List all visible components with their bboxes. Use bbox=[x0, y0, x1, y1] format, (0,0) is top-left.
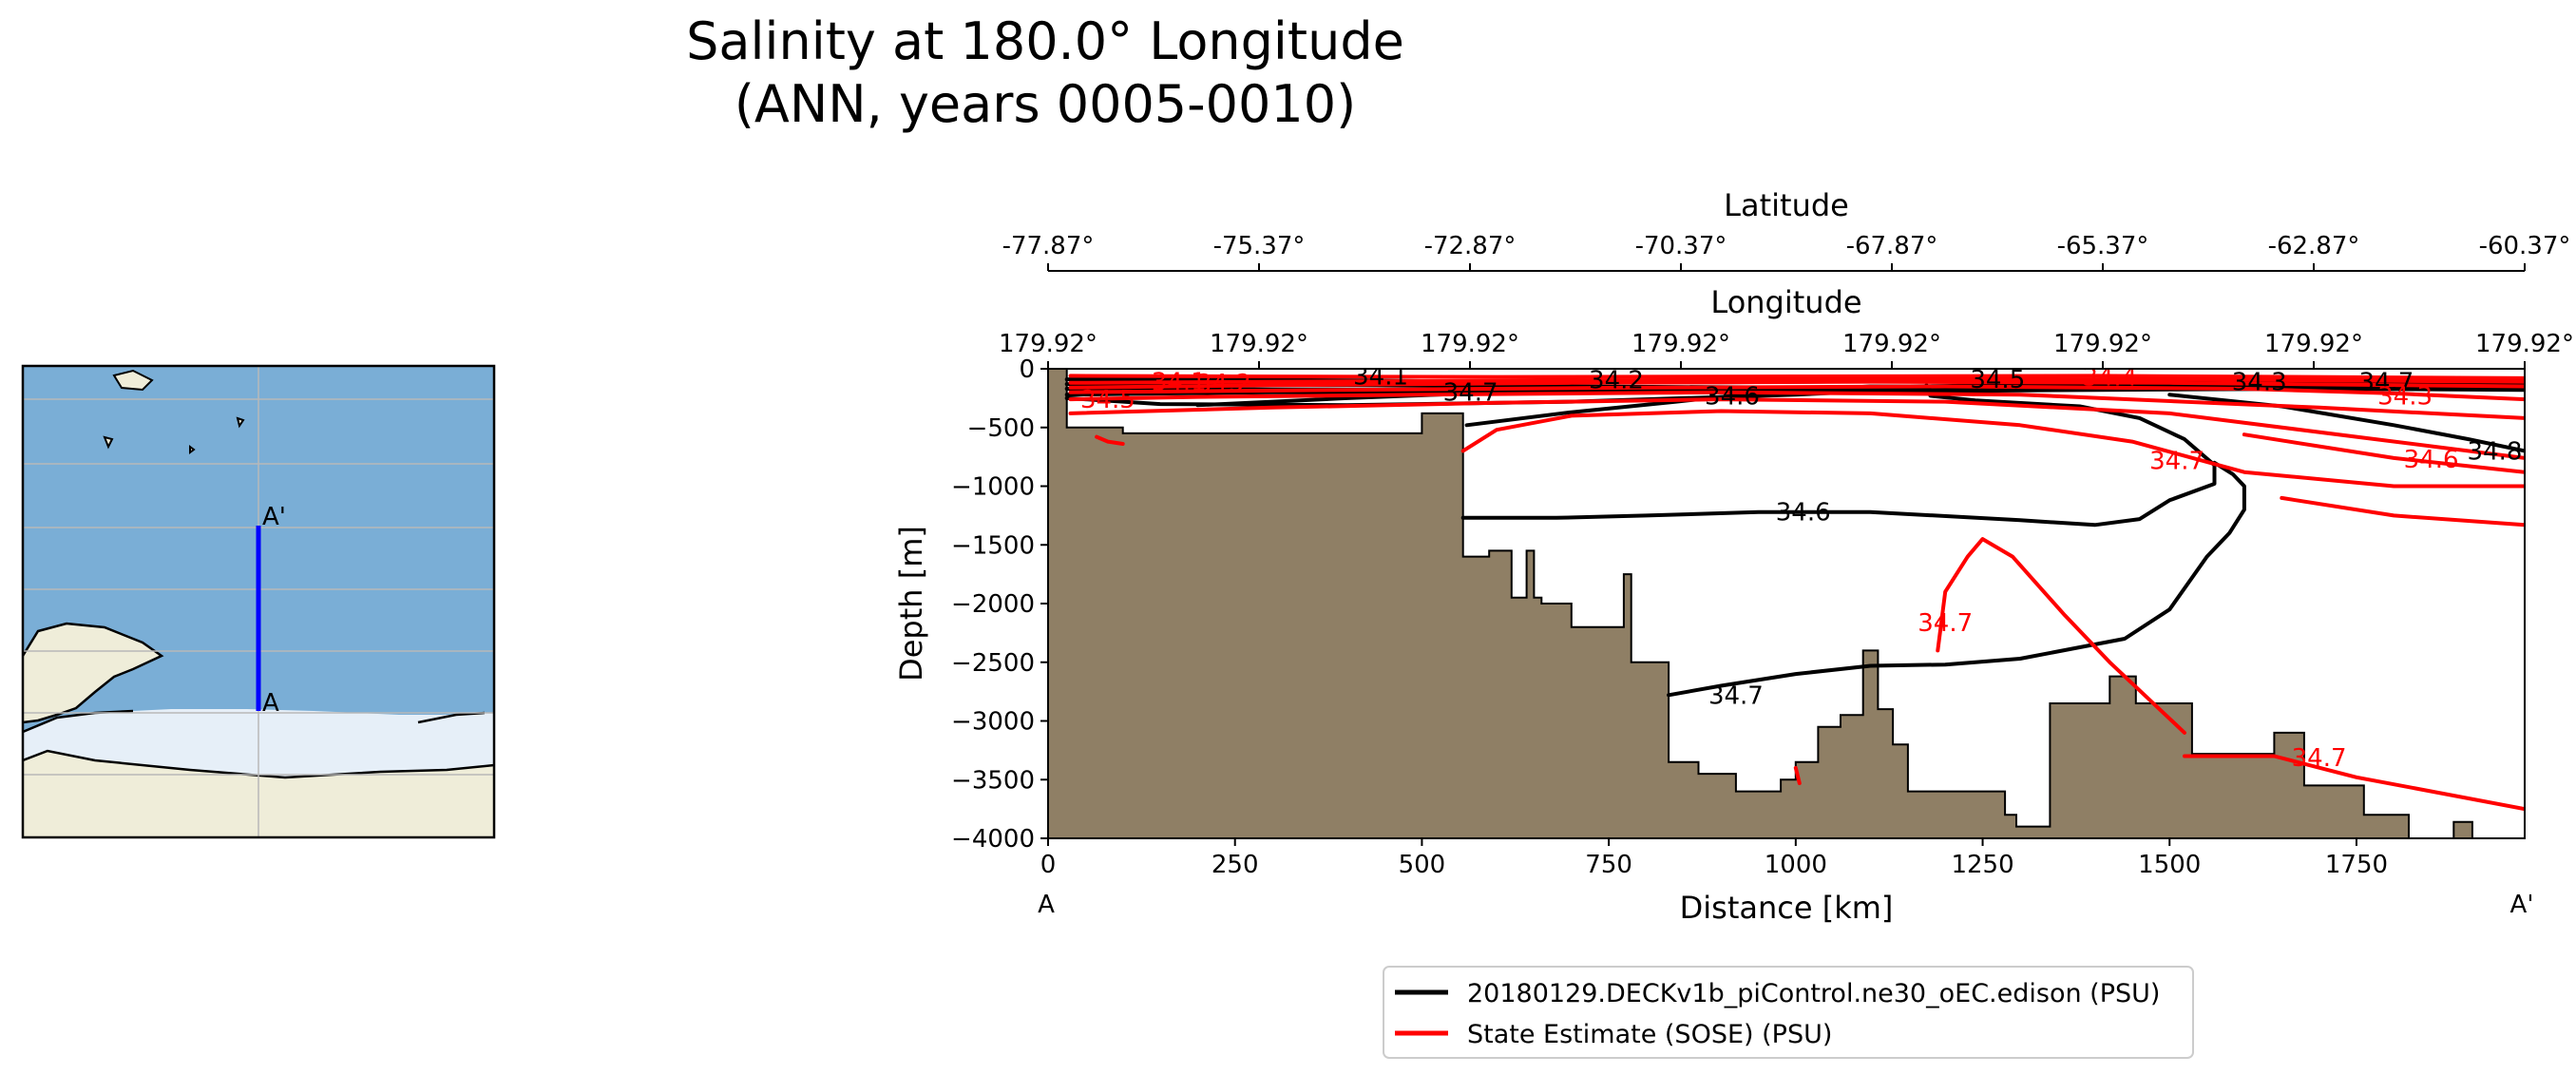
contour-line bbox=[1793, 765, 1802, 785]
contour-line bbox=[1667, 460, 2246, 698]
latitude-tick-label: -67.87° bbox=[1846, 232, 1938, 260]
map-island bbox=[103, 369, 245, 454]
longitude-tick-label: 179.92° bbox=[1210, 330, 1308, 358]
y-tick-label: −1500 bbox=[951, 531, 1035, 560]
contour-line bbox=[1068, 377, 2525, 385]
contour-labels: 34.1 34.2 34.3 34.734.534.7 34.634.834.634.7… bbox=[1080, 362, 2523, 773]
contour-label: 34.3 bbox=[2232, 369, 2287, 397]
contour-line bbox=[1460, 409, 2525, 489]
contour-label: 34.2 bbox=[1589, 367, 1644, 395]
contour-label: 34.4 bbox=[2082, 364, 2137, 393]
contour-line bbox=[1068, 374, 2525, 380]
contour-label: 34.6 bbox=[1776, 499, 1831, 528]
longitude-tick-label: 179.92° bbox=[1421, 330, 1519, 358]
contour-label: 34.7 bbox=[2292, 744, 2347, 773]
bathymetry bbox=[1048, 369, 2525, 838]
y-axis-label: Depth [m] bbox=[893, 526, 929, 681]
contour-line bbox=[1068, 384, 2525, 402]
longitude-tick-label: 179.92° bbox=[2053, 330, 2152, 358]
contour-label: 34.3 bbox=[2377, 382, 2433, 411]
contour-line bbox=[1936, 537, 2186, 735]
latitude-tick-label: -60.37° bbox=[2479, 232, 2571, 260]
plot-area: 34.1 34.2 34.3 34.734.534.7 34.634.834.634.7… bbox=[1047, 362, 2526, 839]
longitude-tick-label: 179.92° bbox=[999, 330, 1097, 358]
y-tick-label: −4000 bbox=[951, 825, 1035, 854]
contour-line bbox=[2183, 754, 2525, 812]
contour-label: 34.1 bbox=[1353, 362, 1408, 391]
latitude-tick-label: -77.87° bbox=[1002, 232, 1095, 260]
chart-title-line1: Salinity at 180.0° Longitude bbox=[686, 11, 1404, 71]
y-tick-label: −500 bbox=[967, 414, 1035, 443]
x-end-label: A' bbox=[2510, 891, 2534, 919]
contour-line bbox=[1460, 383, 2217, 528]
contour-label: 34.6 bbox=[1705, 382, 1760, 411]
legend: 20180129.DECKv1b_piControl.ne30_oEC.edis… bbox=[1383, 966, 2194, 1059]
x-tick-label: 1750 bbox=[2325, 851, 2388, 879]
contour-label: 34.1 bbox=[1152, 369, 1207, 397]
longitude-axis: 179.92° 179.92° 179.92° 179.92° 179.92° 179.9… bbox=[999, 330, 2574, 369]
latitude-tick-label: -70.37° bbox=[1635, 232, 1727, 260]
contour-label: 34.6 bbox=[2404, 446, 2459, 474]
longitude-tick-label: 179.92° bbox=[1842, 330, 1941, 358]
contour-label: 34.7 bbox=[1443, 379, 1498, 408]
y-tick-label: −2500 bbox=[951, 649, 1035, 678]
contour-line bbox=[2242, 432, 2525, 474]
x-start-label: A bbox=[1038, 891, 1055, 919]
map-start-label: A bbox=[262, 689, 279, 718]
contour-label: 34.5 bbox=[1080, 386, 1135, 414]
longitude-tick-label: 179.92° bbox=[1631, 330, 1730, 358]
x-tick-label: 1000 bbox=[1765, 851, 1827, 879]
contour-label: 34.7 bbox=[1708, 681, 1764, 710]
contour-label: 34.7 bbox=[2358, 369, 2414, 397]
contour-label: 34.5 bbox=[1970, 366, 2025, 394]
y-tick-label: −2000 bbox=[951, 590, 1035, 619]
x-axis-label: Distance [km] bbox=[1680, 890, 1894, 926]
x-tick-label: 1250 bbox=[1951, 851, 2013, 879]
latitude-tick-label: -72.87° bbox=[1424, 232, 1517, 260]
x-tick-label: 750 bbox=[1585, 851, 1632, 879]
contour-line bbox=[1095, 434, 1125, 446]
contour-label: 34.2 bbox=[1196, 370, 1251, 398]
contour-line bbox=[1068, 397, 2525, 460]
latitude-tick-label: -75.37° bbox=[1213, 232, 1306, 260]
contour-line bbox=[2280, 495, 2525, 528]
contour-label: 34.7 bbox=[2149, 447, 2204, 475]
y-tick-label: −1000 bbox=[951, 473, 1035, 502]
map-coastline bbox=[23, 622, 494, 779]
longitude-axis-label: Longitude bbox=[1710, 284, 1861, 320]
inset-map: A A' bbox=[23, 366, 494, 837]
map-land bbox=[23, 624, 494, 837]
legend-label-model: 20180129.DECKv1b_piControl.ne30_oEC.edis… bbox=[1467, 979, 2160, 1008]
inset-map-frame bbox=[21, 364, 496, 839]
x-tick-label: 1500 bbox=[2138, 851, 2201, 879]
obs-contours bbox=[1068, 374, 2525, 812]
y-axis: 0 −500 −1000 −1500 −2000 −2500 −3000 −3500 −4000 bbox=[951, 355, 1048, 854]
chart-title-line2: (ANN, years 0005-0010) bbox=[735, 74, 1356, 134]
x-tick-label: 0 bbox=[1040, 851, 1057, 879]
legend-label-obs: State Estimate (SOSE) (PSU) bbox=[1467, 1020, 1832, 1049]
latitude-axis-label: Latitude bbox=[1724, 187, 1849, 223]
legend-frame bbox=[1383, 966, 2194, 1059]
contour-label: 34.7 bbox=[1918, 609, 1973, 638]
contour-label: 34.8 bbox=[2468, 437, 2523, 466]
x-tick-label: 500 bbox=[1399, 851, 1446, 879]
latitude-tick-label: -65.37° bbox=[2057, 232, 2149, 260]
contour-line bbox=[1068, 390, 2525, 420]
x-tick-label: 250 bbox=[1212, 851, 1259, 879]
map-end-label: A' bbox=[262, 503, 286, 531]
longitude-tick-label: 179.92° bbox=[2475, 330, 2574, 358]
x-axis: 0 250 500 750 1000 1250 1500 1750 bbox=[1040, 838, 2388, 879]
y-tick-label: −3500 bbox=[951, 766, 1035, 795]
y-tick-label: −3000 bbox=[951, 708, 1035, 737]
longitude-tick-label: 179.92° bbox=[2264, 330, 2363, 358]
y-tick-label: 0 bbox=[1019, 355, 1035, 384]
contour-line bbox=[1068, 379, 2525, 390]
latitude-tick-label: -62.87° bbox=[2268, 232, 2360, 260]
latitude-axis: -77.87° -75.37° -72.87° -70.37° -67.87° -65.3… bbox=[1002, 232, 2571, 271]
